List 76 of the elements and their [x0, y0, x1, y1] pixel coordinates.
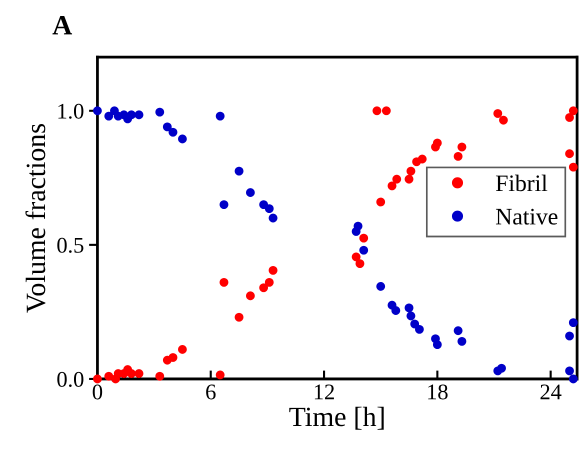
point — [246, 188, 255, 197]
point — [406, 166, 416, 176]
point — [376, 198, 386, 206]
point — [104, 112, 114, 121]
point — [568, 162, 578, 172]
y-tick-label: 1.0 — [58, 104, 84, 119]
point — [499, 116, 508, 125]
point — [234, 312, 244, 322]
point — [497, 364, 506, 373]
point — [432, 138, 442, 148]
point — [127, 110, 136, 120]
point — [359, 246, 368, 255]
point — [565, 332, 574, 340]
point — [168, 128, 178, 137]
point — [178, 345, 187, 354]
point — [418, 154, 427, 164]
point — [268, 214, 278, 222]
point — [168, 353, 178, 362]
point — [216, 112, 225, 121]
point — [234, 166, 244, 176]
point — [356, 259, 364, 268]
point — [127, 369, 136, 378]
point — [568, 106, 578, 116]
point — [458, 337, 466, 346]
point — [93, 106, 102, 116]
y-tick-label: 0.5 — [57, 238, 84, 253]
point — [454, 152, 463, 161]
x-tick-label: 12 — [314, 384, 334, 400]
point — [404, 303, 414, 312]
point — [220, 200, 228, 210]
chart-title: A — [52, 16, 72, 34]
point — [162, 122, 172, 132]
point — [388, 181, 396, 190]
point — [104, 372, 114, 381]
point — [432, 340, 442, 350]
point — [155, 108, 164, 117]
point — [382, 106, 391, 116]
point — [493, 109, 502, 118]
point — [259, 283, 268, 292]
point — [565, 113, 574, 122]
point — [359, 234, 368, 243]
point — [372, 106, 382, 116]
point — [268, 266, 278, 275]
x-tick-label: 18 — [428, 384, 448, 400]
point — [391, 306, 400, 315]
point — [354, 222, 362, 230]
point — [220, 278, 228, 287]
legend-label: Native — [496, 208, 558, 225]
point — [565, 366, 574, 376]
point — [565, 149, 574, 158]
point — [264, 278, 274, 287]
point — [93, 374, 102, 384]
point — [454, 326, 463, 336]
point — [216, 370, 225, 380]
point — [376, 282, 386, 291]
y-tick-label: 0.0 — [57, 372, 84, 387]
point — [458, 142, 466, 152]
point — [155, 372, 164, 381]
point — [264, 204, 274, 214]
point — [404, 174, 414, 184]
point — [392, 174, 402, 184]
point — [134, 110, 144, 120]
x-axis-title: Time [h] — [289, 406, 384, 430]
point — [134, 369, 144, 378]
point — [352, 252, 361, 262]
x-tick-label: 6 — [206, 384, 216, 400]
x-tick-label: 24 — [540, 384, 562, 400]
point — [178, 134, 187, 144]
point — [406, 312, 416, 320]
x-tick-label: 0 — [92, 384, 102, 400]
point — [568, 318, 578, 328]
point — [415, 324, 424, 334]
point — [568, 374, 578, 384]
legend-label: Fibril — [496, 174, 548, 192]
y-axis-title: Volume fractions — [25, 124, 46, 313]
point — [246, 291, 255, 300]
